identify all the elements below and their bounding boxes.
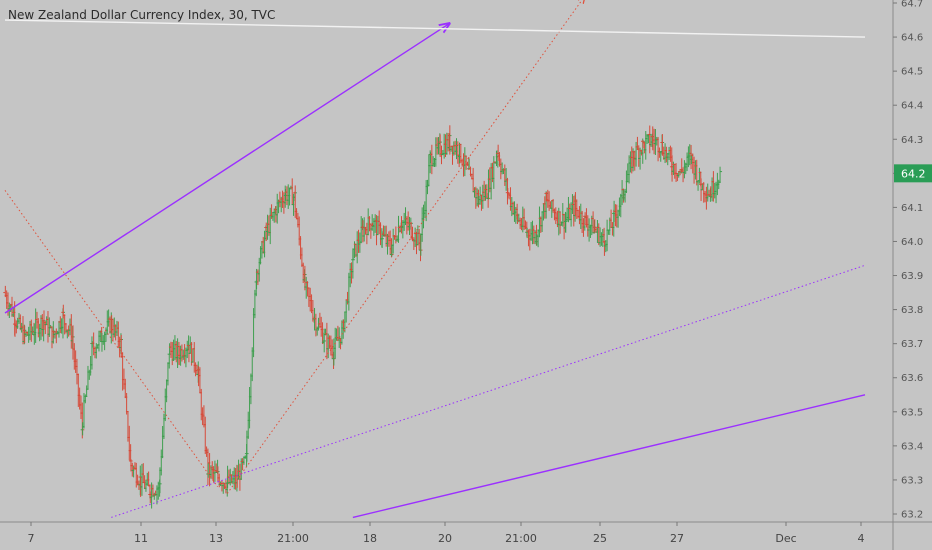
y-tick-label: 64.6	[901, 33, 923, 44]
chart-title: New Zealand Dollar Currency Index, 30, T…	[8, 8, 276, 22]
current-price-badge: 64.2	[894, 164, 932, 183]
ohlc-bar	[718, 166, 723, 183]
trend-line-2[interactable]	[352, 394, 866, 519]
y-tick-label: 64.7	[901, 0, 923, 10]
trend-line-5[interactable]	[111, 264, 866, 518]
x-tick-label: 7	[28, 532, 35, 545]
y-tick-label: 64.3	[901, 135, 923, 146]
x-tick-label: Dec	[775, 532, 796, 545]
x-tick-label: 4	[858, 532, 865, 545]
y-tick-label: 64.4	[901, 101, 923, 112]
trend-lines[interactable]	[4, 0, 866, 519]
x-tick-label: 21:00	[277, 532, 309, 545]
y-tick-label: 64.0	[901, 237, 923, 248]
y-tick-label: 63.6	[901, 373, 923, 384]
x-tick-label: 11	[134, 532, 148, 545]
x-tick-label: 20	[438, 532, 452, 545]
x-tick-label: 13	[209, 532, 223, 545]
trend-line-6[interactable]	[4, 19, 866, 38]
trend-line-1[interactable]	[4, 23, 449, 314]
trend-line-4[interactable]	[226, 0, 585, 494]
y-tick-label: 63.5	[901, 407, 923, 418]
y-tick-label: 64.5	[901, 67, 923, 78]
y-tick-label: 63.8	[901, 305, 923, 316]
x-tick-label: 18	[363, 532, 377, 545]
x-tick-label: 25	[593, 532, 607, 545]
y-tick-label: 63.7	[901, 339, 923, 350]
y-tick-label: 64.1	[901, 203, 923, 214]
y-tick-label: 63.4	[901, 441, 923, 452]
y-tick-label: 63.9	[901, 271, 923, 282]
current-price-label: 64.2	[901, 167, 926, 180]
ohlc-bars	[3, 125, 723, 509]
y-tick-label: 63.2	[901, 510, 923, 521]
trend-line-3[interactable]	[4, 190, 218, 488]
x-tick-label: 21:00	[505, 532, 537, 545]
y-tick-label: 63.3	[901, 475, 923, 486]
x-tick-label: 27	[670, 532, 684, 545]
